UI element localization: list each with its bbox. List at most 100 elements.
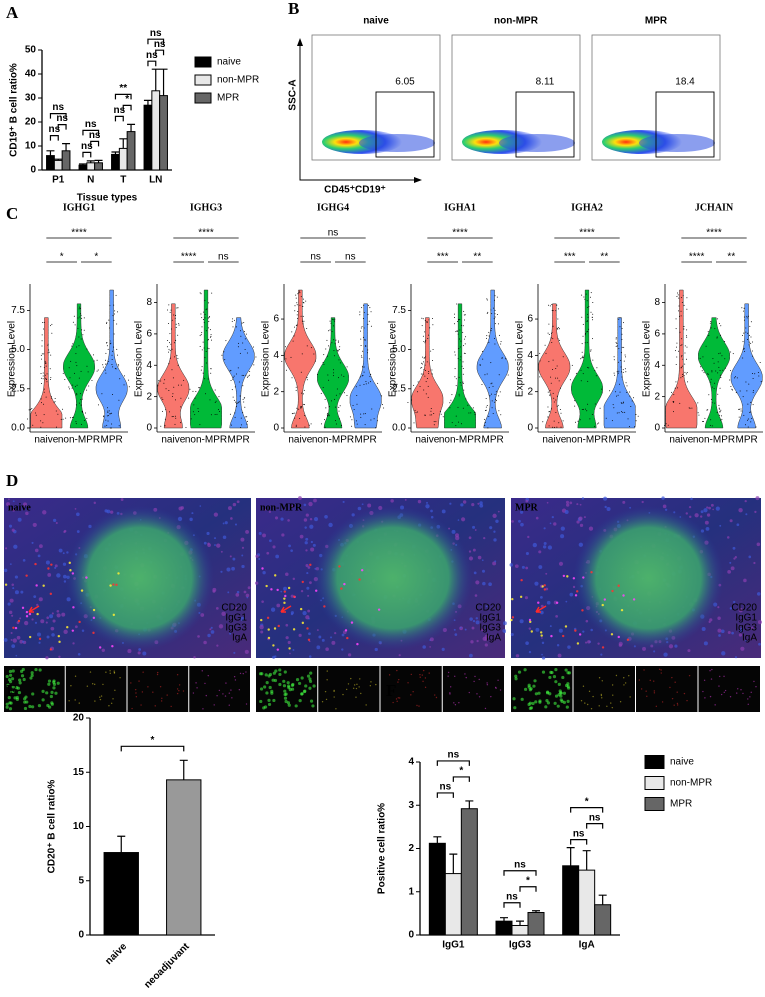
error-bar bbox=[127, 123, 136, 132]
sig-label: **** bbox=[579, 228, 595, 239]
jitter-point bbox=[362, 374, 364, 376]
jitter-point bbox=[168, 390, 170, 392]
jitter-point bbox=[429, 327, 431, 329]
nucleus bbox=[19, 639, 24, 644]
jitter-point bbox=[69, 377, 71, 379]
jitter-point bbox=[751, 341, 753, 343]
channel-signal bbox=[102, 683, 104, 686]
jitter-point bbox=[369, 375, 371, 377]
channel-signal bbox=[300, 676, 304, 680]
jitter-point bbox=[165, 388, 167, 390]
stained-cell bbox=[28, 612, 32, 616]
nucleus bbox=[565, 503, 570, 507]
jitter-point bbox=[367, 313, 369, 315]
x-tick-label: non-MPR bbox=[693, 435, 735, 446]
jitter-point bbox=[590, 349, 592, 351]
jitter-point bbox=[168, 304, 170, 306]
y-axis-label: CD20⁺ B cell ratio% bbox=[47, 780, 58, 874]
jitter-point bbox=[92, 354, 94, 356]
jitter-point bbox=[587, 313, 589, 315]
jitter-point bbox=[50, 377, 52, 379]
jitter-point bbox=[361, 375, 363, 377]
jitter-point bbox=[486, 335, 488, 337]
jitter-point bbox=[201, 317, 203, 319]
stained-cell bbox=[287, 586, 291, 590]
jitter-point bbox=[243, 401, 245, 403]
sig-label: *** bbox=[564, 252, 576, 263]
jitter-point bbox=[201, 366, 203, 368]
channel-signal bbox=[531, 701, 535, 706]
channel-label: CD20 bbox=[475, 603, 501, 614]
jitter-point bbox=[198, 410, 200, 412]
jitter-point bbox=[428, 372, 430, 374]
jitter-point bbox=[459, 329, 461, 331]
nucleus bbox=[101, 648, 105, 652]
nucleus bbox=[285, 636, 289, 640]
jitter-point bbox=[454, 368, 456, 370]
channel-signal bbox=[719, 675, 721, 678]
nucleus bbox=[38, 597, 43, 602]
error-bar bbox=[111, 151, 120, 155]
channel-signal bbox=[629, 696, 631, 698]
jitter-point bbox=[711, 386, 713, 388]
jitter-point bbox=[686, 335, 688, 337]
jitter-point bbox=[323, 354, 325, 356]
jitter-point bbox=[255, 356, 257, 358]
jitter-point bbox=[581, 351, 583, 353]
channel-signal bbox=[486, 682, 488, 684]
nucleus bbox=[738, 633, 743, 637]
jitter-point bbox=[621, 371, 623, 373]
jitter-point bbox=[230, 369, 232, 371]
stained-cell bbox=[21, 606, 25, 610]
jitter-point bbox=[746, 419, 748, 421]
jitter-point bbox=[615, 337, 617, 339]
channel-signal bbox=[91, 683, 94, 685]
jitter-point bbox=[759, 361, 761, 363]
jitter-point bbox=[449, 407, 451, 409]
jitter-point bbox=[172, 377, 174, 379]
nucleus bbox=[34, 621, 38, 624]
channel-signal bbox=[298, 699, 302, 703]
jitter-point bbox=[611, 420, 613, 422]
nucleus bbox=[11, 528, 15, 532]
error-bar bbox=[151, 68, 160, 91]
error-bar bbox=[86, 160, 95, 163]
nucleus bbox=[291, 505, 294, 508]
y-tick-label: 2 bbox=[146, 391, 152, 402]
jitter-point bbox=[747, 315, 749, 317]
jitter-point bbox=[549, 394, 551, 396]
jitter-point bbox=[719, 411, 721, 413]
jitter-point bbox=[560, 412, 562, 414]
sig-label: ns bbox=[514, 859, 526, 870]
channel-signal bbox=[523, 668, 527, 672]
sig-label: * bbox=[60, 252, 64, 263]
jitter-point bbox=[75, 404, 77, 406]
nucleus bbox=[729, 561, 732, 564]
jitter-point bbox=[338, 418, 340, 420]
jitter-point bbox=[237, 342, 239, 344]
jitter-point bbox=[482, 358, 484, 360]
jitter-point bbox=[361, 307, 363, 309]
jitter-point bbox=[616, 345, 618, 347]
nucleus bbox=[475, 580, 480, 585]
jitter-point bbox=[168, 348, 170, 350]
jitter-point bbox=[486, 373, 488, 375]
jitter-point bbox=[183, 379, 185, 381]
jitter-point bbox=[72, 321, 74, 323]
nucleus bbox=[46, 635, 50, 639]
nucleus bbox=[55, 522, 58, 525]
jitter-point bbox=[460, 384, 462, 386]
y-tick-label: 15 bbox=[73, 767, 85, 778]
jitter-point bbox=[343, 392, 345, 394]
nucleus bbox=[576, 520, 580, 524]
channel-signal bbox=[714, 704, 716, 706]
nucleus bbox=[694, 513, 699, 518]
jitter-point bbox=[246, 352, 248, 354]
cell-cloud bbox=[359, 134, 435, 152]
x-tick-label: naive bbox=[103, 941, 129, 967]
jitter-point bbox=[582, 373, 584, 375]
legend-label: non-MPR bbox=[670, 778, 712, 789]
jitter-point bbox=[188, 397, 190, 399]
nucleus bbox=[227, 591, 230, 594]
